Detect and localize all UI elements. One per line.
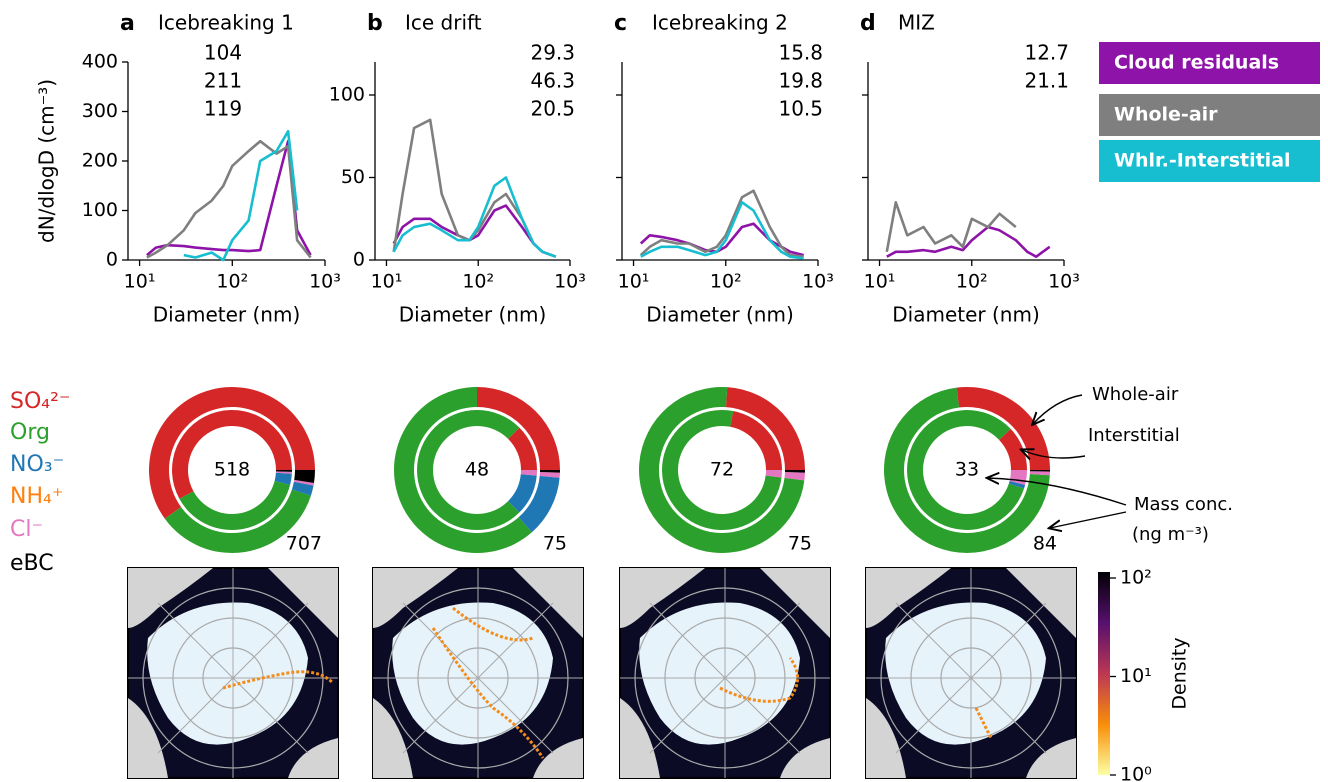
colorbar-tick-label: 10¹ [1120, 665, 1152, 687]
total-number: 211 [204, 69, 242, 93]
x-axis-label: Diameter (nm) [399, 303, 547, 327]
x-tick-label: 10² [710, 271, 742, 293]
y-tick-label: 0 [353, 249, 365, 271]
map [128, 568, 338, 778]
x-axis-label: Diameter (nm) [153, 303, 301, 327]
total-number: 15.8 [778, 41, 823, 65]
composition-legend: Org [10, 420, 50, 445]
x-tick-label: 10³ [1048, 271, 1080, 293]
colorbar-tick-label: 10² [1120, 567, 1152, 589]
panel-letter: a [120, 11, 135, 36]
annotation-arrow [1050, 512, 1126, 528]
panel-letter: c [614, 11, 627, 36]
composition-legend: NO₃⁻ [10, 452, 64, 477]
panel-title: MIZ [898, 11, 935, 35]
y-tick-label: 300 [82, 100, 118, 122]
panel-letter: b [367, 11, 383, 36]
annotation: Mass conc. [1134, 494, 1233, 515]
annotation: (ng m⁻³) [1132, 524, 1209, 545]
total-number: 119 [204, 97, 242, 121]
x-tick-label: 10² [956, 271, 988, 293]
composition-legend: Cl⁻ [10, 517, 43, 542]
x-tick-label: 10¹ [864, 271, 896, 293]
x-tick-label: 10³ [802, 271, 834, 293]
total-number: 19.8 [778, 69, 823, 93]
colorbar-tick-label: 10⁰ [1120, 764, 1152, 782]
outer-total: 84 [1033, 533, 1057, 555]
y-axis-label: dN/dlogD (cm⁻³) [35, 79, 59, 243]
x-tick-label: 10³ [554, 271, 586, 293]
legend-label: Whlr.-Interstitial [1114, 150, 1291, 172]
y-tick-label: 400 [82, 51, 118, 73]
x-axis-label: Diameter (nm) [646, 303, 794, 327]
total-number: 46.3 [530, 69, 575, 93]
composition-legend: eBC [10, 551, 54, 576]
x-tick-label: 10² [216, 271, 248, 293]
total-number: 20.5 [530, 97, 575, 121]
total-number: 10.5 [778, 97, 823, 121]
y-tick-label: 100 [82, 199, 118, 221]
annotation: Whole-air [1092, 384, 1179, 405]
inner-total: 72 [710, 459, 734, 481]
figure: a Icebreaking 1 0 100 200 300 400 10¹ 10² 10³ Diam… [0, 0, 1328, 782]
x-tick-label: 10¹ [618, 271, 650, 293]
x-axis-label: Diameter (nm) [892, 303, 1040, 327]
total-number: 21.1 [1024, 69, 1069, 93]
outer-total: 75 [788, 533, 812, 555]
series-line [147, 141, 311, 257]
panel-title: Icebreaking 1 [158, 11, 294, 35]
series-line [887, 202, 1016, 252]
series-line [147, 141, 311, 255]
x-tick-label: 10² [462, 271, 494, 293]
x-tick-label: 10³ [309, 271, 341, 293]
annotation: Interstitial [1088, 425, 1180, 446]
x-tick-label: 10¹ [371, 271, 403, 293]
composition-legend: SO₄²⁻ [10, 389, 71, 414]
panel-title: Icebreaking 2 [652, 11, 788, 35]
composition-legend: NH₄⁺ [10, 484, 63, 509]
legend-label: Whole-air [1114, 104, 1218, 126]
legend-label: Cloud residuals [1114, 52, 1279, 74]
colorbar-label: Density [1169, 637, 1191, 709]
series-line [394, 178, 556, 257]
annotation-arrow [1033, 395, 1082, 424]
y-tick-label: 0 [106, 249, 118, 271]
y-tick-label: 100 [329, 84, 365, 106]
map [620, 568, 830, 778]
outer-total: 707 [286, 533, 322, 555]
inner-total: 33 [955, 459, 979, 481]
inner-total: 518 [214, 459, 250, 481]
total-number: 29.3 [530, 41, 575, 65]
x-tick-label: 10¹ [124, 271, 156, 293]
map [373, 568, 583, 778]
panel-letter: d [860, 11, 876, 36]
y-tick-label: 200 [82, 150, 118, 172]
y-tick-label: 50 [341, 166, 365, 188]
total-number: 104 [204, 41, 242, 65]
inner-total: 48 [465, 459, 489, 481]
total-number: 12.7 [1024, 41, 1069, 65]
panel-title: Ice drift [405, 11, 482, 35]
outer-total: 75 [543, 533, 567, 555]
colorbar [1098, 572, 1110, 775]
map [866, 568, 1076, 778]
